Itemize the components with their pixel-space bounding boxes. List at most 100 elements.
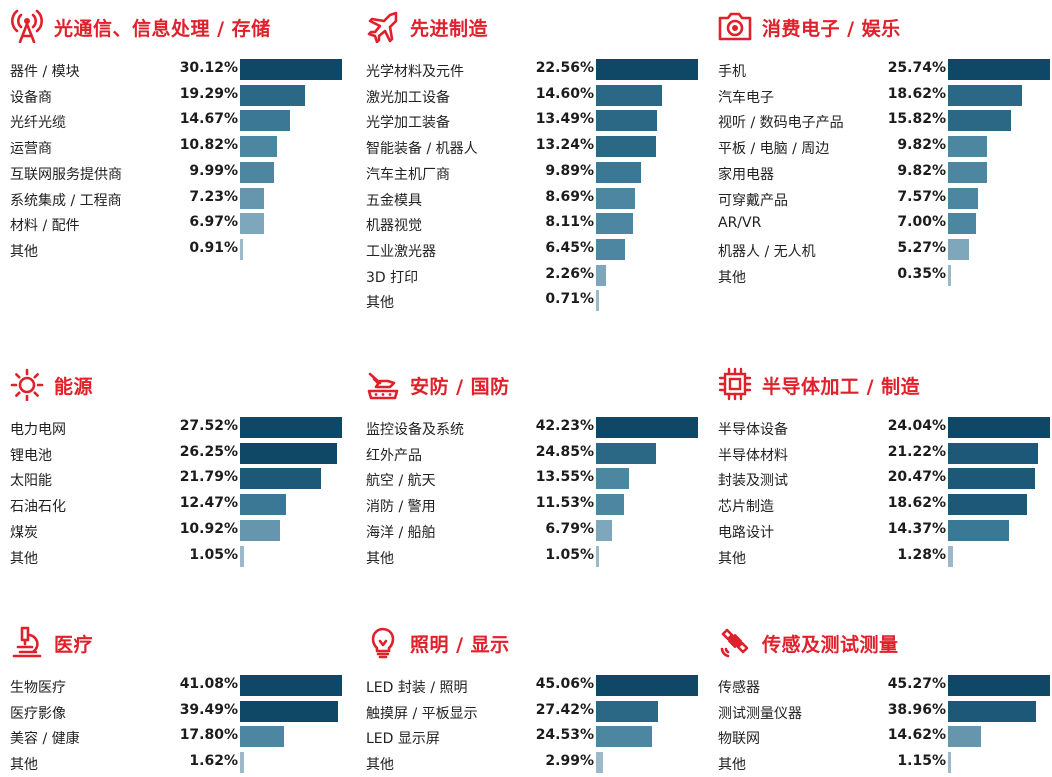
panel-header	[10, 364, 44, 404]
bar-row: 医疗影像 39.49%	[10, 700, 350, 726]
antenna-tower-icon	[11, 9, 43, 43]
value-label: 5.27%	[897, 239, 946, 256]
bar-row: LED 显示屏 24.53%	[366, 725, 706, 751]
category-label: 机器人 / 无人机	[718, 243, 816, 260]
bar-row: 其他 0.35%	[718, 264, 1052, 290]
category-label: 红外产品	[366, 447, 422, 464]
bar-row: 半导体设备 24.04%	[718, 416, 1052, 442]
bar-row: 汽车电子 18.62%	[718, 84, 1052, 110]
bar	[240, 442, 337, 464]
value-label: 8.69%	[545, 188, 594, 205]
value-label: 21.22%	[887, 443, 946, 460]
category-label: 器件 / 模块	[10, 64, 80, 80]
bar	[948, 675, 1050, 696]
bar-row: 智能装备 / 机器人 13.24%	[366, 135, 706, 161]
panel-header	[10, 6, 44, 46]
bar-row: 红外产品 24.85%	[366, 442, 706, 468]
value-label: 7.00%	[897, 214, 946, 231]
panel-title: 医疗	[54, 634, 94, 656]
bar-row: 光学加工装备 13.49%	[366, 109, 706, 135]
bar	[948, 213, 976, 235]
bar-row: 光纤光缆 14.67%	[10, 109, 350, 135]
value-label: 13.24%	[535, 137, 594, 154]
category-label: LED 封装 / 照明	[366, 680, 468, 696]
category-label: 互联网服务提供商	[10, 166, 122, 183]
value-label: 41.08%	[179, 676, 238, 692]
bar-row: 系统集成 / 工程商 7.23%	[10, 187, 350, 213]
bar-row: 其他 1.28%	[718, 545, 1052, 571]
category-label: 其他	[10, 243, 38, 260]
bar-row: 光学材料及元件 22.56%	[366, 58, 706, 84]
bar	[596, 468, 629, 490]
bar	[948, 136, 987, 158]
category-label: 海洋 / 船舶	[366, 524, 436, 541]
value-label: 14.60%	[535, 85, 594, 102]
value-label: 17.80%	[179, 727, 238, 744]
bar-row: 激光加工设备 14.60%	[366, 84, 706, 110]
category-label: 电力电网	[10, 422, 66, 438]
bar	[240, 675, 342, 696]
airplane-icon	[367, 11, 398, 43]
satellite-icon	[720, 628, 749, 658]
bar	[948, 545, 953, 567]
panel-title: 消费电子 / 娱乐	[762, 18, 901, 40]
bar	[240, 161, 274, 183]
bar-row: LED 封装 / 照明 45.06%	[366, 674, 706, 700]
bar-row: 其他 1.05%	[10, 545, 350, 571]
category-label: 煤炭	[10, 524, 38, 541]
bar	[596, 161, 641, 183]
value-label: 27.52%	[179, 418, 238, 434]
bar	[948, 238, 969, 260]
bar	[240, 84, 305, 106]
category-label: 光纤光缆	[10, 115, 66, 132]
bar-row: 设备商 19.29%	[10, 84, 350, 110]
category-label: 可穿戴产品	[718, 192, 788, 209]
bar-row: 芯片制造 18.62%	[718, 493, 1052, 519]
bar-row: 家用电器 9.82%	[718, 161, 1052, 187]
value-label: 24.53%	[535, 727, 594, 744]
bar	[596, 442, 656, 464]
bar-row: 半导体材料 21.22%	[718, 442, 1052, 468]
value-label: 13.55%	[535, 469, 594, 486]
bar-row: 传感器 45.27%	[718, 674, 1052, 700]
category-label: 运营商	[10, 141, 52, 158]
category-label: 消防 / 警用	[366, 499, 436, 516]
bar	[596, 59, 698, 80]
value-label: 24.85%	[535, 443, 594, 460]
category-label: 锂电池	[10, 447, 52, 464]
bar	[596, 110, 657, 132]
bar-row: 锂电池 26.25%	[10, 442, 350, 468]
tank-icon	[367, 372, 399, 400]
value-label: 6.45%	[545, 239, 594, 256]
value-label: 9.89%	[545, 162, 594, 179]
value-label: 0.91%	[189, 239, 238, 256]
bar	[948, 264, 951, 286]
bar	[596, 417, 698, 438]
bar	[240, 752, 244, 774]
bar-row: 其他 1.62%	[10, 751, 350, 777]
panel-header	[366, 6, 400, 46]
bar-row: 平板 / 电脑 / 周边 9.82%	[718, 135, 1052, 161]
category-label: 传感器	[718, 680, 760, 696]
lightbulb-icon	[371, 627, 395, 659]
panel-title: 先进制造	[410, 18, 489, 40]
bar-row: 可穿戴产品 7.57%	[718, 187, 1052, 213]
bar-row: 五金模具 8.69%	[366, 187, 706, 213]
panel-header	[718, 622, 752, 662]
category-label: 其他	[718, 550, 746, 567]
value-label: 42.23%	[535, 418, 594, 434]
category-label: 其他	[10, 757, 38, 774]
category-label: 手机	[718, 64, 746, 80]
panel-title: 半导体加工 / 制造	[762, 376, 921, 398]
value-label: 19.29%	[179, 85, 238, 102]
bar	[240, 136, 277, 158]
bar	[240, 417, 342, 438]
value-label: 24.04%	[887, 418, 946, 434]
bar	[240, 726, 284, 748]
category-label: 监控设备及系统	[366, 422, 464, 438]
value-label: 14.67%	[179, 111, 238, 128]
category-label: 3D 打印	[366, 269, 419, 286]
value-label: 38.96%	[887, 701, 946, 718]
category-label: 测试测量仪器	[718, 705, 802, 722]
category-label: 视听 / 数码电子产品	[718, 115, 844, 132]
